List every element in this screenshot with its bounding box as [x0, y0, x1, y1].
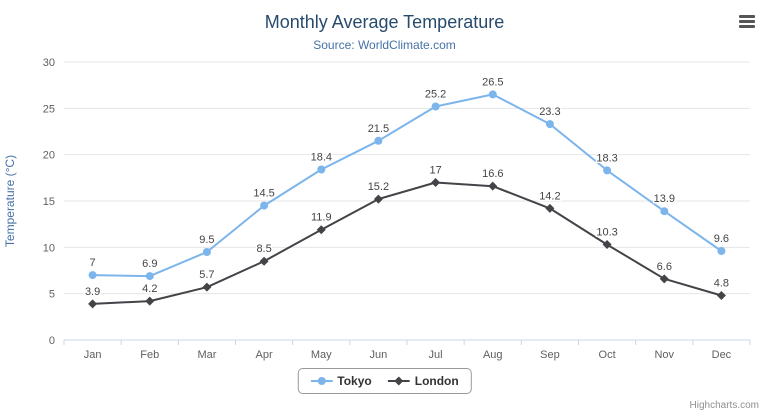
- tokyo-data-point-marker[interactable]: [717, 247, 726, 255]
- london-data-point-marker[interactable]: [545, 203, 555, 213]
- london-data-point-marker[interactable]: [316, 225, 326, 235]
- chart-subtitle: Source: WorldClimate.com: [313, 38, 456, 52]
- data-label: 4.2: [142, 283, 157, 295]
- data-label: 13.9: [654, 193, 675, 205]
- data-label: 3.9: [85, 286, 100, 298]
- x-axis-tick-label: Jun: [370, 349, 388, 361]
- tokyo-data-point-marker[interactable]: [317, 165, 326, 174]
- x-axis-tick-label: May: [311, 349, 332, 361]
- x-axis-tick-label: Dec: [712, 349, 732, 361]
- tokyo-data-point-marker[interactable]: [88, 271, 97, 280]
- london-data-point-marker[interactable]: [202, 282, 212, 292]
- y-axis-tick-label: 0: [49, 335, 55, 347]
- x-axis-tick-label: Jan: [84, 349, 102, 361]
- data-label: 17: [429, 165, 441, 177]
- data-label: 8.5: [256, 243, 271, 255]
- data-label: 16.6: [482, 168, 503, 180]
- x-axis-tick-label: Jul: [429, 349, 443, 361]
- tokyo-data-point-marker[interactable]: [603, 166, 612, 175]
- legend-item-london[interactable]: London: [387, 374, 459, 388]
- y-axis-tick-label: 15: [43, 196, 55, 208]
- london-data-point-marker[interactable]: [259, 256, 269, 266]
- tokyo-data-point-marker[interactable]: [202, 248, 211, 256]
- menu-bar: [739, 15, 755, 18]
- menu-bar: [739, 20, 755, 23]
- tokyo-data-point-marker[interactable]: [374, 136, 383, 145]
- data-label: 14.2: [539, 190, 560, 202]
- x-axis-tick-label: Nov: [654, 349, 674, 361]
- data-label: 9.6: [714, 233, 729, 245]
- hamburger-menu-icon[interactable]: [739, 15, 755, 29]
- london-data-point-marker[interactable]: [88, 299, 98, 309]
- tokyo-series-marker-icon: [310, 377, 333, 385]
- tokyo-data-point-marker[interactable]: [145, 272, 154, 281]
- data-label: 25.2: [425, 89, 446, 101]
- data-label: 14.5: [253, 188, 274, 200]
- data-label: 10.3: [596, 227, 617, 239]
- london-data-point-marker[interactable]: [659, 274, 669, 284]
- london-data-point-marker[interactable]: [373, 194, 383, 204]
- data-label: 23.3: [539, 106, 560, 118]
- x-axis-tick-label: Sep: [540, 349, 560, 361]
- tokyo-data-point-marker[interactable]: [431, 102, 440, 111]
- y-axis-tick-label: 25: [43, 103, 55, 115]
- data-label: 18.4: [311, 152, 332, 164]
- data-label: 21.5: [368, 123, 389, 135]
- y-axis-tick-label: 5: [49, 289, 55, 301]
- legend-label-tokyo: Tokyo: [337, 374, 372, 388]
- y-axis-tick-label: 20: [43, 150, 55, 162]
- tokyo-data-point-marker[interactable]: [260, 201, 269, 210]
- menu-bar: [739, 25, 755, 28]
- london-data-point-marker[interactable]: [145, 296, 155, 306]
- london-data-point-marker[interactable]: [716, 291, 726, 301]
- data-label: 11.9: [311, 212, 332, 224]
- chart-title: Monthly Average Temperature: [264, 12, 505, 32]
- data-label: 7: [90, 257, 96, 269]
- london-data-point-marker[interactable]: [431, 177, 441, 187]
- tokyo-data-point-marker[interactable]: [545, 120, 554, 129]
- x-axis-tick-label: Apr: [256, 349, 273, 361]
- x-axis-tick-label: Oct: [599, 349, 616, 361]
- data-label: 6.9: [142, 258, 157, 270]
- data-label: 6.6: [657, 261, 672, 273]
- legend: Tokyo London: [297, 368, 472, 394]
- london-data-point-marker[interactable]: [488, 181, 498, 191]
- x-axis-tick-label: Aug: [483, 349, 503, 361]
- data-label: 5.7: [199, 269, 214, 281]
- legend-item-tokyo[interactable]: Tokyo: [310, 374, 372, 388]
- tokyo-data-point-marker[interactable]: [488, 90, 497, 99]
- x-axis-tick-label: Mar: [197, 349, 216, 361]
- data-label: 9.5: [199, 234, 214, 246]
- data-label: 18.3: [596, 152, 617, 164]
- data-label: 26.5: [482, 76, 503, 88]
- y-axis-title: Temperature (°C): [3, 155, 17, 247]
- london-data-point-marker[interactable]: [602, 240, 612, 250]
- tokyo-data-point-marker[interactable]: [660, 207, 669, 216]
- data-label: 15.2: [368, 181, 389, 193]
- london-line: [92, 181, 722, 305]
- y-axis-tick-label: 10: [43, 242, 55, 254]
- x-axis-tick-label: Feb: [140, 349, 159, 361]
- credits-label[interactable]: Highcharts.com: [689, 400, 759, 411]
- y-axis-tick-label: 30: [43, 57, 55, 69]
- data-label: 4.8: [714, 278, 729, 290]
- london-series-marker-icon: [387, 376, 410, 386]
- legend-label-london: London: [414, 374, 459, 388]
- tokyo-line: [92, 93, 722, 278]
